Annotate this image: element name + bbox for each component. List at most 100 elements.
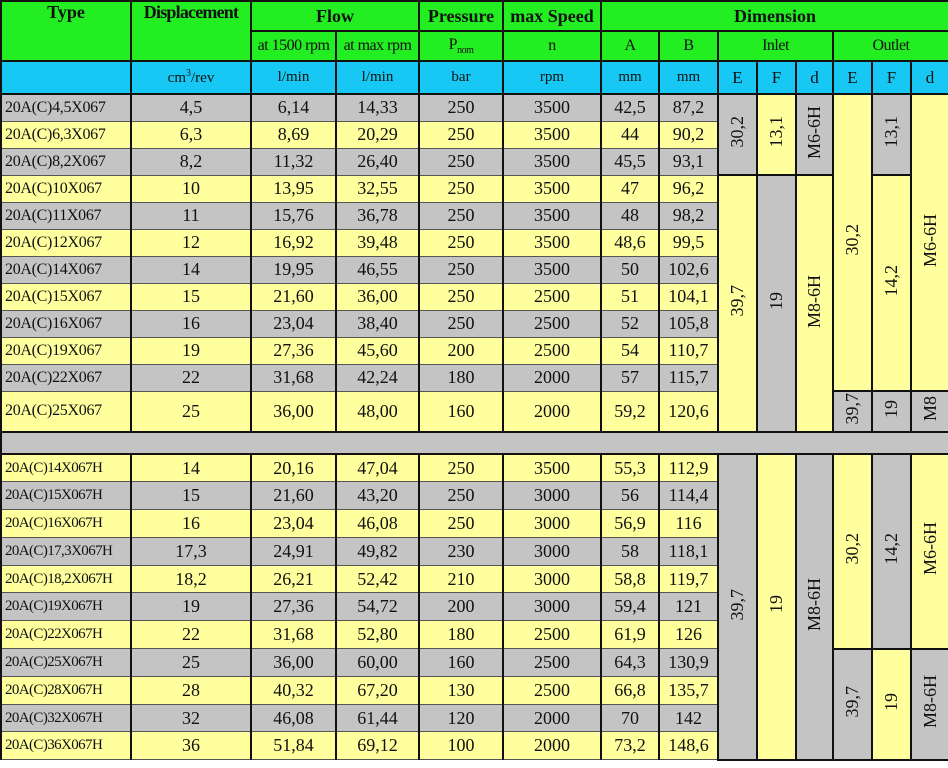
cell-displacement: 32 [130,703,252,733]
header-flow: Flow [250,0,420,32]
cell-type: 20A(C)16X067H [0,509,132,538]
cell-dim-A: 45,5 [600,147,660,176]
cell-outlet-F: 19 [871,647,912,761]
cell-speed: 2000 [502,390,602,433]
cell-outlet-F: 13,1 [871,93,912,176]
cell-dim-B: 105,8 [658,309,719,338]
table-row: 20A(C)8,2X067 8,2 11,32 26,40 250 3500 45,5 93,… [0,147,948,176]
cell-dim-B: 98,2 [658,201,719,230]
cell-flow-1500: 40,32 [250,675,337,705]
rotated-value: 30,2 [842,224,862,256]
header-pressure-symbol: Pnom [418,30,504,62]
table-body: 20A(C)4,5X067 4,5 6,14 14,33 250 3500 42,5 87,2… [0,93,948,761]
cell-speed: 2500 [502,675,602,705]
cell-speed: 2500 [502,282,602,311]
cell-dim-B: 104,1 [658,282,719,311]
cell-dim-B: 135,7 [658,675,719,705]
cell-pressure: 250 [418,228,504,257]
cell-displacement: 11 [130,201,252,230]
cell-type: 20A(C)6,3X067 [0,120,132,149]
rotated-value: 13,1 [766,116,786,148]
cell-displacement: 19 [130,592,252,622]
cell-flow-1500: 23,04 [250,309,337,338]
cell-flow-1500: 24,91 [250,536,337,566]
rotated-value: 19 [766,595,786,614]
table-row: 20A(C)28X067H 28 40,32 67,20 130 2500 66,8 135,… [0,675,948,705]
cell-displacement: 18,2 [130,564,252,594]
cell-displacement: 4,5 [130,93,252,122]
unit-cm: cm [167,70,186,86]
cell-displacement: 25 [130,648,252,677]
table-row: 20A(C)14X067H 14 20,16 47,04 250 3500 55,3 112,… [0,453,948,761]
cell-flow-max: 49,82 [335,536,420,566]
cell-dim-B: 90,2 [658,120,719,149]
cell-speed: 2000 [502,703,602,733]
cell-flow-1500: 20,16 [250,453,337,483]
cell-flow-max: 54,72 [335,592,420,622]
cell-speed: 3000 [502,509,602,538]
separator-cell [0,431,948,455]
cell-pressure: 210 [418,564,504,594]
table-row: 20A(C)19X067H 19 27,36 54,72 200 3000 59,4 121 [0,592,948,622]
cell-dim-B: 99,5 [658,228,719,257]
cell-flow-1500: 46,08 [250,703,337,733]
unit-displacement: cm3/rev [130,60,252,95]
rotated-value: 19 [766,292,786,310]
cell-displacement: 10 [130,174,252,203]
cell-type: 20A(C)32X067H [0,703,132,733]
cell-type: 20A(C)36X067H [0,731,132,761]
cell-dim-A: 44 [600,120,660,149]
cell-speed: 3500 [502,93,602,122]
cell-type: 20A(C)19X067H [0,592,132,622]
cell-pressure: 250 [418,147,504,176]
cell-pressure: 250 [418,255,504,284]
cell-dim-A: 56,9 [600,509,660,538]
cell-pressure: 120 [418,703,504,733]
cell-flow-1500: 27,36 [250,592,337,622]
rotated-value: 39,7 [727,285,747,317]
cell-displacement: 17,3 [130,536,252,566]
cell-displacement: 22 [130,363,252,392]
pressure-subscript: nom [457,45,474,57]
rotated-value: 39,7 [842,685,862,718]
cell-flow-max: 42,24 [335,363,420,392]
unit-B: mm [658,60,719,95]
table-row: 20A(C)22X067H 22 31,68 52,80 180 2500 61,9 126 [0,620,948,650]
cell-speed: 2000 [502,363,602,392]
unit-flow-max: l/min [335,60,420,95]
rotated-value: 19 [881,692,901,711]
table-row: 20A(C)16X067H 16 23,04 46,08 250 3000 56,9 116 [0,509,948,538]
cell-flow-1500: 13,95 [250,174,337,203]
unit-inlet-d: d [795,60,834,95]
cell-type: 20A(C)25X067 [0,390,132,433]
cell-outlet-E: 30,2 [832,93,873,392]
cell-displacement: 15 [130,282,252,311]
cell-inlet-F: 19 [756,174,797,433]
cell-dim-A: 64,3 [600,648,660,677]
cell-dim-A: 55,3 [600,453,660,483]
cell-dim-B: 118,1 [658,536,719,566]
cell-flow-max: 36,78 [335,201,420,230]
cell-pressure: 250 [418,481,504,511]
cell-dim-B: 102,6 [658,255,719,284]
cell-flow-1500: 51,84 [250,731,337,761]
cell-dim-B: 110,7 [658,336,719,365]
cell-dim-A: 61,9 [600,620,660,650]
cell-pressure: 250 [418,509,504,538]
cell-flow-max: 20,29 [335,120,420,149]
cell-inlet-E: 39,7 [717,453,758,761]
cell-flow-1500: 31,68 [250,620,337,650]
cell-flow-max: 26,40 [335,147,420,176]
unit-sup: 3 [186,68,191,79]
rotated-value: 30,2 [842,533,862,565]
cell-pressure: 100 [418,731,504,761]
cell-displacement: 16 [130,309,252,338]
cell-dim-B: 121 [658,592,719,622]
header-flow-1500: at 1500 rpm [250,30,337,62]
cell-dim-B: 126 [658,620,719,650]
cell-type: 20A(C)15X067 [0,282,132,311]
cell-speed: 3500 [502,201,602,230]
cell-type: 20A(C)11X067 [0,201,132,230]
cell-inlet-F: 13,1 [756,93,797,176]
cell-speed: 3000 [502,536,602,566]
